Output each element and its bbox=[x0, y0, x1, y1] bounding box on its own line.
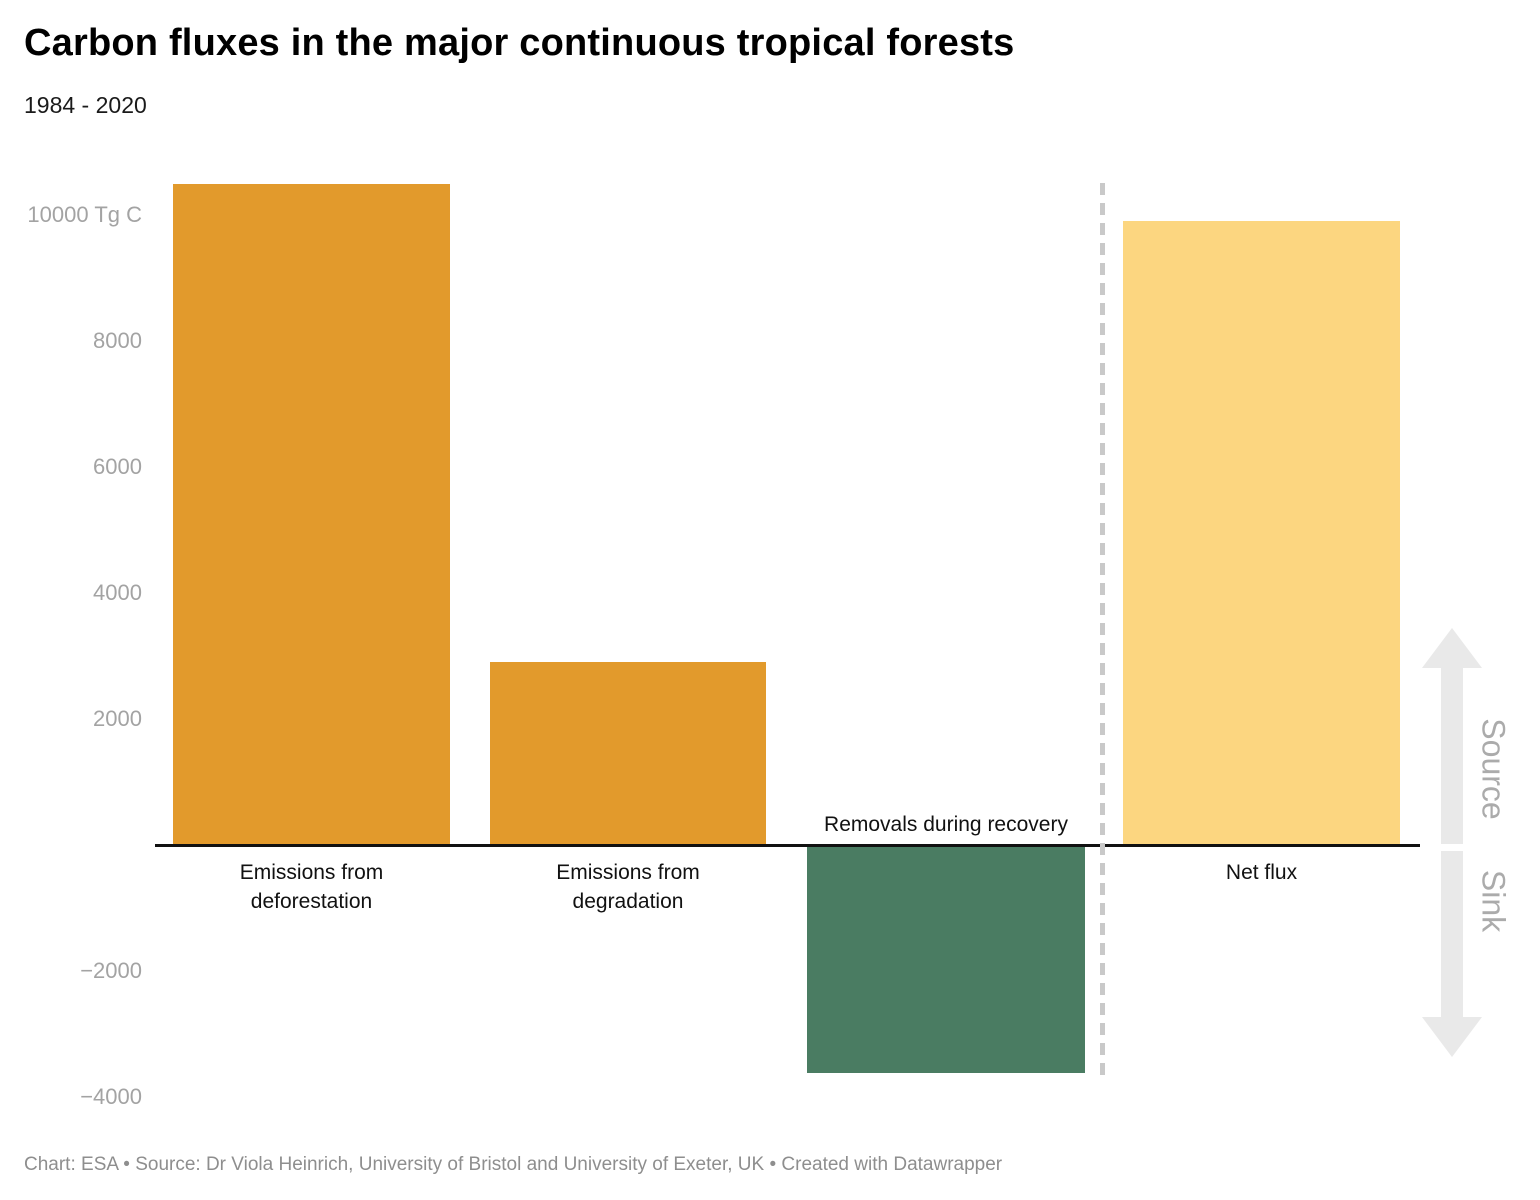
bar-category-label: Emissions from deforestation bbox=[239, 861, 384, 913]
bar-category-label: Removals during recovery bbox=[824, 813, 1068, 836]
bar-category-label: Net flux bbox=[1225, 861, 1298, 884]
bar-1 bbox=[173, 183, 450, 845]
y-tick-label: 10000 Tg C bbox=[27, 202, 142, 227]
chart-subtitle: 1984 - 2020 bbox=[24, 92, 147, 118]
sink-arrow-icon bbox=[1422, 851, 1482, 1057]
bar-3 bbox=[807, 846, 1085, 1074]
y-tick-label: −4000 bbox=[80, 1084, 142, 1109]
bar-4 bbox=[1123, 221, 1400, 845]
source-arrow-icon bbox=[1422, 628, 1482, 844]
y-tick-label: 8000 bbox=[93, 328, 142, 353]
y-tick-label: 2000 bbox=[93, 706, 142, 731]
y-tick-label: 4000 bbox=[93, 580, 142, 605]
y-tick-label: −2000 bbox=[80, 958, 142, 983]
x-axis-baseline bbox=[155, 844, 1420, 847]
y-tick-label: 6000 bbox=[93, 454, 142, 479]
bar-category-label: Emissions from degradation bbox=[556, 861, 700, 913]
bar-2 bbox=[490, 662, 766, 845]
chart-title: Carbon fluxes in the major continuous tr… bbox=[24, 22, 1015, 64]
sink-direction-label: Sink bbox=[1475, 869, 1512, 933]
net-flux-separator-line bbox=[1100, 183, 1105, 1075]
source-direction-label: Source bbox=[1475, 718, 1512, 820]
attribution-footer: Chart: ESA • Source: Dr Viola Heinrich, … bbox=[24, 1154, 1003, 1175]
source-sink-arrows bbox=[1422, 628, 1482, 1057]
